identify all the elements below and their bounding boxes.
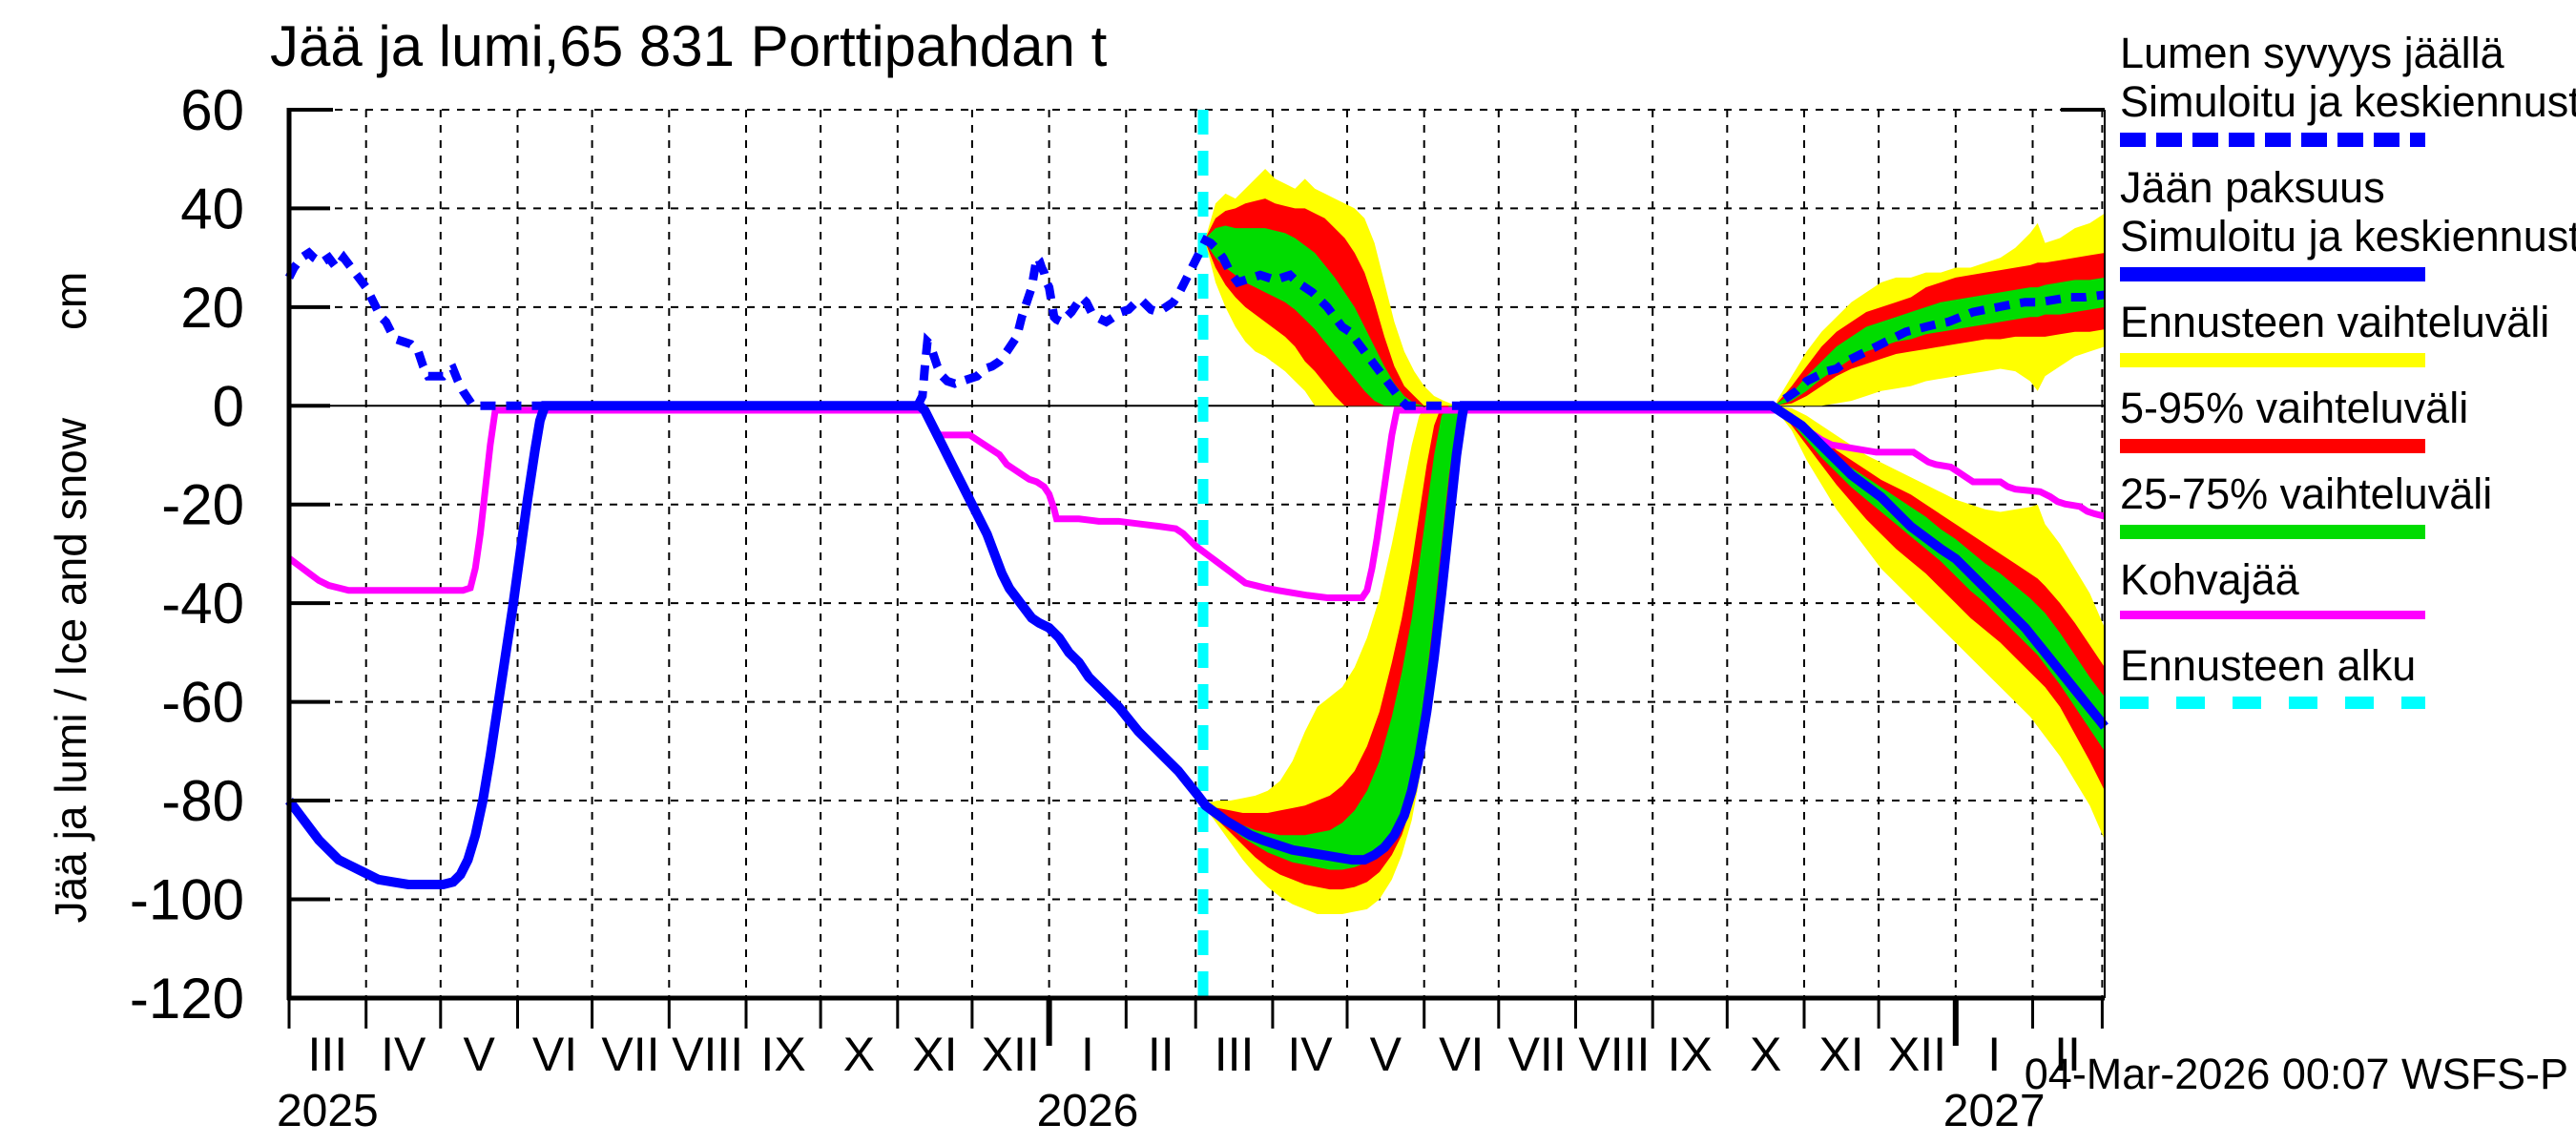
band-snow_winter27_25_75 (1776, 277, 2106, 406)
series-snow_depth (284, 235, 2106, 410)
month-tick-label: I (1081, 1028, 1094, 1081)
band-ice_winter27_minmax (1776, 406, 2106, 841)
series-ice_thickness (285, 401, 2109, 889)
legend-sample-ice-solid-line (2120, 267, 2425, 281)
data-series (284, 235, 2109, 889)
y-tick-label: -120 (130, 967, 244, 1030)
month-tick-label: IV (1287, 1028, 1333, 1081)
month-tick-label: VI (1439, 1028, 1484, 1081)
band-ice_spring26_25_75 (1205, 406, 1472, 870)
year-tick-label: 2026 (1037, 1086, 1139, 1136)
legend-label: Jään paksuus (2120, 163, 2385, 212)
band-ice_winter27_25_75 (1776, 406, 2106, 752)
month-tick-label: V (1370, 1028, 1402, 1081)
timestamp: 04-Mar-2026 00:07 WSFS-P (2024, 1050, 2568, 1098)
band-snow_spring26_25_75 (1205, 225, 1457, 406)
legend-item-forecast-range: Ennusteen vaihteluväli (2120, 298, 2576, 367)
month-tick-label: IV (381, 1028, 426, 1081)
legend-label: 5-95% vaihteluväli (2120, 384, 2469, 432)
month-tick-label: VII (601, 1028, 659, 1081)
legend-label: Simuloitu ja keskiennuste (2120, 77, 2576, 126)
month-tick-label: XI (1818, 1028, 1863, 1081)
month-tick-label: VIII (672, 1028, 743, 1081)
month-tick-label: I (1987, 1028, 2001, 1081)
month-tick-label: III (308, 1028, 348, 1081)
y-tick-label: 20 (180, 276, 244, 340)
month-tick-label: VIII (1578, 1028, 1650, 1081)
month-tick-label: V (463, 1028, 495, 1081)
forecast-bands (1205, 169, 2106, 915)
legend-label: 25-75% vaihteluväli (2120, 469, 2493, 518)
month-tick-label: VII (1508, 1028, 1567, 1081)
legend-sample-minmax-band (2120, 353, 2425, 367)
legend-label: Ennusteen alku (2120, 641, 2417, 690)
y-tick-label: -80 (161, 769, 244, 833)
legend-item-kohvajaa: Kohvajää (2120, 555, 2576, 619)
month-tick-label: IX (1668, 1028, 1713, 1081)
legend-label: Simuloitu ja keskiennuste (2120, 212, 2576, 260)
y-tick-label: 40 (180, 177, 244, 240)
gridlines (289, 107, 2105, 998)
legend: Lumen syvyys jäällä Simuloitu ja keskien… (2120, 0, 2576, 763)
month-tick-label: II (1148, 1028, 1174, 1081)
month-tick-label: X (1750, 1028, 1781, 1081)
month-tick-label: II (2054, 1028, 2081, 1081)
year-tick-label: 2025 (277, 1086, 379, 1136)
y-tick-label: 0 (213, 374, 244, 438)
legend-sample-snow-dashed-line (2120, 133, 2425, 147)
band-ice_winter27_5_95 (1776, 406, 2106, 791)
legend-item-ice-thickness: Jään paksuus Simuloitu ja keskiennuste (2120, 163, 2576, 281)
month-tick-label: III (1215, 1028, 1255, 1081)
y-tick-label: -100 (130, 868, 244, 932)
month-tick-label: XII (1888, 1028, 1946, 1081)
legend-item-25-75-range: 25-75% vaihteluväli (2120, 469, 2576, 539)
legend-sample-kohvajaa-line (2120, 611, 2425, 619)
y-tick-label: 60 (180, 78, 244, 142)
legend-label: Ennusteen vaihteluväli (2120, 298, 2550, 346)
legend-sample-forecast-start-line (2120, 697, 2425, 709)
month-tick-label: XII (982, 1028, 1040, 1081)
legend-label: Kohvajää (2120, 555, 2299, 604)
legend-label: Lumen syvyys jäällä (2120, 29, 2504, 77)
y-tick-label: -20 (161, 473, 244, 537)
legend-sample-25-75-band (2120, 525, 2425, 539)
axes (286, 107, 2106, 1046)
legend-sample-5-95-band (2120, 439, 2425, 453)
month-tick-label: IX (760, 1028, 805, 1081)
y-tick-label: -40 (161, 572, 244, 635)
month-tick-label: VI (532, 1028, 577, 1081)
year-tick-label: 2027 (1943, 1086, 2046, 1136)
legend-item-forecast-start: Ennusteen alku (2120, 641, 2576, 709)
month-tick-label: X (843, 1028, 875, 1081)
month-tick-label: XI (912, 1028, 957, 1081)
legend-item-snow-depth: Lumen syvyys jäällä Simuloitu ja keskien… (2120, 29, 2576, 147)
y-tick-label: -60 (161, 671, 244, 735)
legend-item-5-95-range: 5-95% vaihteluväli (2120, 384, 2576, 453)
chart-title: Jää ja lumi,65 831 Porttipahdan t (270, 14, 1108, 78)
